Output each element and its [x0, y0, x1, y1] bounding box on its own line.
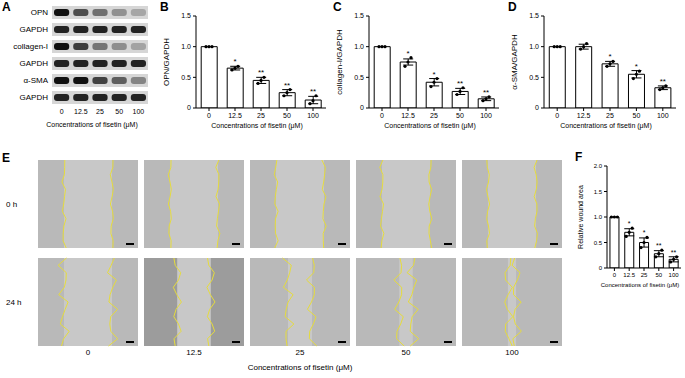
svg-text:collagen-I/GAPDH: collagen-I/GAPDH [335, 29, 344, 95]
html-text:C: C [333, 0, 342, 14]
svg-text:0: 0 [599, 265, 603, 271]
svg-text:100: 100 [505, 348, 519, 357]
svg-text:100: 100 [669, 272, 680, 278]
svg-text:A: A [2, 0, 11, 14]
svg-text:OPN/GAPDH: OPN/GAPDH [162, 38, 171, 86]
svg-text:*: * [608, 52, 611, 61]
svg-text:50: 50 [456, 112, 464, 119]
svg-text:1.0: 1.0 [181, 43, 191, 50]
svg-text:0: 0 [86, 348, 91, 357]
svg-text:Relative wound area: Relative wound area [577, 185, 584, 249]
svg-text:0: 0 [555, 112, 559, 119]
svg-text:0: 0 [380, 112, 384, 119]
svg-text:50: 50 [633, 112, 641, 119]
svg-text:0.5: 0.5 [529, 74, 539, 81]
svg-text:12.5: 12.5 [577, 112, 591, 119]
svg-text:collagen-I: collagen-I [13, 42, 48, 51]
svg-text:0: 0 [207, 112, 211, 119]
svg-text:1.5: 1.5 [594, 189, 603, 195]
svg-text:1.0: 1.0 [529, 43, 539, 50]
html-text:Concentrations of fisetin (μM): Concentrations of fisetin (μM) [560, 122, 652, 129]
svg-text:1.5: 1.5 [529, 12, 539, 19]
svg-text:50: 50 [115, 108, 123, 115]
svg-text:0.5: 0.5 [594, 240, 603, 246]
svg-text:E: E [2, 151, 10, 165]
svg-text:25: 25 [96, 108, 104, 115]
svg-text:**: ** [671, 249, 677, 256]
svg-text:*: * [406, 49, 409, 58]
svg-text:OPN: OPN [31, 8, 49, 17]
svg-text:GAPDH: GAPDH [20, 25, 49, 34]
svg-text:GAPDH: GAPDH [20, 59, 49, 68]
svg-text:α-SMA/GAPDH: α-SMA/GAPDH [510, 34, 519, 90]
svg-text:0: 0 [60, 108, 64, 115]
svg-text:**: ** [310, 87, 316, 96]
svg-text:0: 0 [187, 104, 191, 111]
svg-text:0.5: 0.5 [354, 74, 364, 81]
svg-text:**: ** [656, 242, 662, 249]
svg-text:0: 0 [535, 104, 539, 111]
svg-text:0: 0 [360, 104, 364, 111]
svg-text:50: 50 [283, 112, 291, 119]
svg-text:GAPDH: GAPDH [20, 93, 49, 102]
svg-text:0.5: 0.5 [181, 74, 191, 81]
svg-text:50: 50 [655, 272, 662, 278]
svg-text:12.5: 12.5 [74, 108, 88, 115]
svg-text:α-SMA: α-SMA [23, 76, 48, 85]
svg-text:*: * [643, 229, 646, 236]
svg-text:*: * [432, 70, 435, 79]
svg-text:24 h: 24 h [6, 298, 22, 307]
svg-text:0 h: 0 h [6, 200, 17, 209]
svg-text:**: ** [660, 77, 666, 86]
html-text:D: D [508, 0, 517, 14]
html-text:B: B [160, 0, 169, 14]
svg-text:1.0: 1.0 [354, 43, 364, 50]
html-text:Concentrations of fisetin (μM): Concentrations of fisetin (μM) [211, 122, 303, 129]
svg-text:25: 25 [606, 112, 614, 119]
svg-text:12.5: 12.5 [228, 112, 242, 119]
svg-text:Concentrations of fisetin (μM): Concentrations of fisetin (μM) [46, 121, 138, 129]
svg-text:**: ** [483, 88, 489, 97]
svg-text:100: 100 [307, 112, 319, 119]
html-text:Concentrations of fisetin (μM): Concentrations of fisetin (μM) [384, 122, 476, 129]
svg-text:*: * [635, 62, 638, 71]
svg-text:100: 100 [657, 112, 669, 119]
svg-text:**: ** [457, 79, 463, 88]
svg-text:**: ** [284, 81, 290, 90]
svg-text:12.5: 12.5 [623, 272, 635, 278]
svg-text:25: 25 [430, 112, 438, 119]
svg-text:25: 25 [296, 348, 305, 357]
svg-text:12.5: 12.5 [186, 348, 202, 357]
svg-text:2.0: 2.0 [594, 163, 603, 169]
svg-text:12.5: 12.5 [401, 112, 415, 119]
svg-text:25: 25 [257, 112, 265, 119]
svg-text:**: ** [258, 68, 264, 77]
svg-text:1.0: 1.0 [594, 214, 603, 220]
svg-text:1.5: 1.5 [354, 12, 364, 19]
svg-text:*: * [628, 220, 631, 227]
svg-text:50: 50 [402, 348, 411, 357]
svg-text:*: * [233, 57, 236, 66]
svg-text:100: 100 [480, 112, 492, 119]
svg-text:1.5: 1.5 [181, 12, 191, 19]
svg-text:0: 0 [613, 272, 617, 278]
html-text:F: F [575, 150, 583, 164]
svg-text:100: 100 [133, 108, 145, 115]
svg-text:25: 25 [641, 272, 648, 278]
html-text:Concentrations of fisetin (μM): Concentrations of fisetin (μM) [600, 282, 680, 288]
svg-text:Concentrations of fisetin (μM): Concentrations of fisetin (μM) [248, 363, 353, 372]
